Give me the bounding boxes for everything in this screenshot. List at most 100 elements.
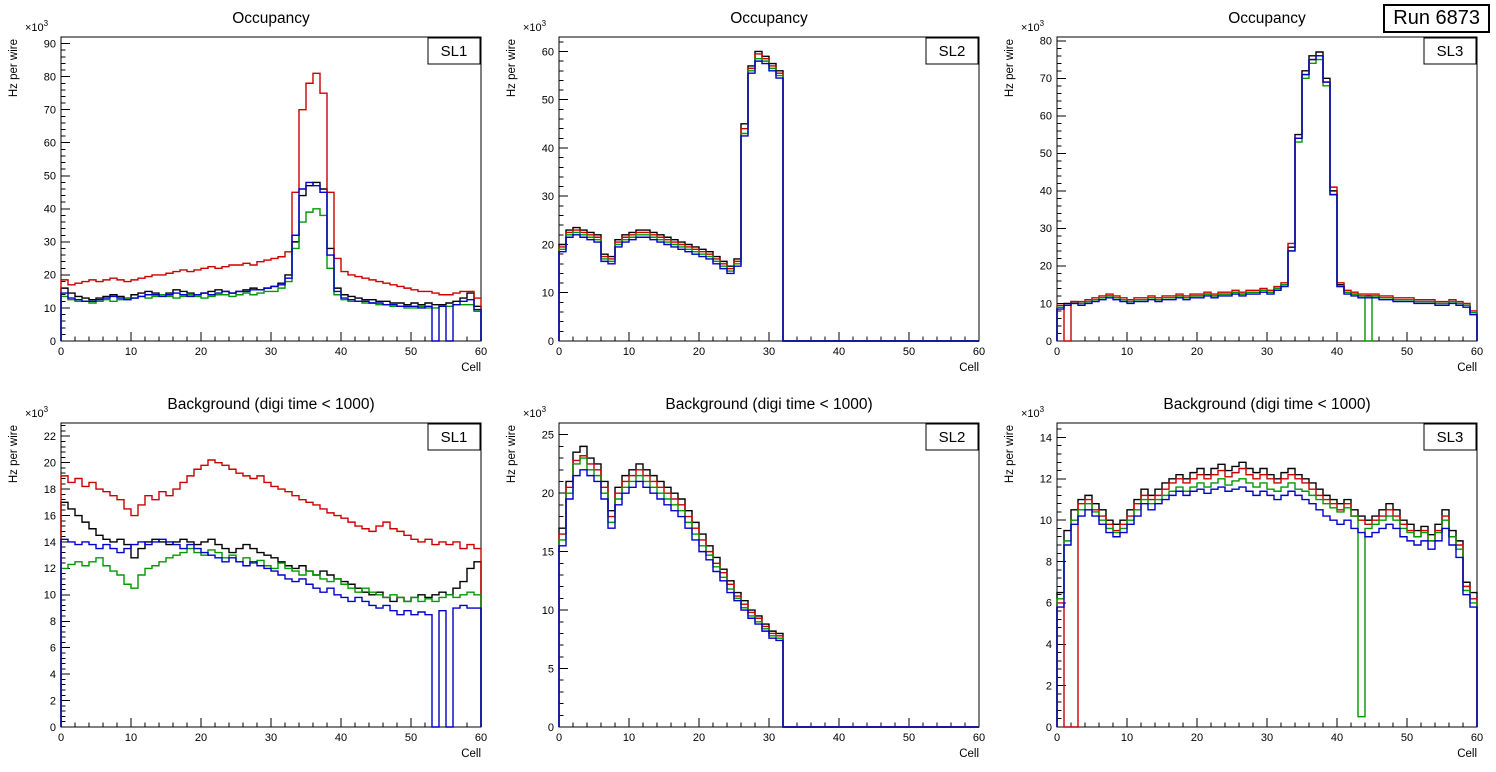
x-tick-label: 40 bbox=[1331, 732, 1343, 744]
panel-label: SL3 bbox=[1437, 429, 1464, 446]
y-tick-label: 30 bbox=[44, 237, 56, 249]
y-axis-multiplier: ×103 bbox=[1021, 19, 1045, 34]
y-axis-title: Hz per wire bbox=[8, 425, 20, 483]
series-red-line bbox=[558, 53, 979, 342]
y-tick-label: 20 bbox=[1040, 261, 1052, 273]
y-axis-title: Hz per wire bbox=[506, 425, 518, 483]
y-tick-label: 15 bbox=[542, 546, 554, 558]
panel-label-box bbox=[1423, 423, 1477, 451]
y-axis-multiplier: ×103 bbox=[523, 19, 547, 34]
x-tick-label: 40 bbox=[833, 732, 845, 744]
y-tick-label: 70 bbox=[1040, 73, 1052, 85]
panel-occupancy-sl2: Occupancy 0 10 20 30 40 50 60 0 10 20 30 40 50 60 ×103 H… bbox=[498, 0, 996, 386]
x-tick-label: 60 bbox=[475, 346, 487, 358]
y-tick-label: 8 bbox=[1046, 556, 1052, 568]
series-black-line bbox=[1056, 461, 1478, 727]
x-tick-label: 20 bbox=[1191, 346, 1203, 358]
panel-background-sl1: Background (digi time < 1000) 0 2 4 6 8 10 12 14… bbox=[0, 386, 498, 772]
panel-title: Background (digi time < 1000) bbox=[1163, 396, 1370, 413]
x-tick-label: 50 bbox=[1401, 732, 1413, 744]
x-tick-label: 60 bbox=[475, 732, 487, 744]
x-tick-label: 40 bbox=[833, 346, 845, 358]
x-tick-label: 10 bbox=[125, 732, 137, 744]
panel-label-box bbox=[427, 37, 481, 65]
plot-frame bbox=[60, 36, 482, 342]
x-tick-label: 20 bbox=[693, 346, 705, 358]
y-tick-label: 30 bbox=[1040, 223, 1052, 235]
y-tick-label: 70 bbox=[44, 104, 56, 116]
chart-occupancy-sl3: Occupancy 0 10 20 30 40 50 60 70 80 0 10 20 30 40 50 60 ×… bbox=[1004, 10, 1483, 374]
y-axis-multiplier: ×103 bbox=[25, 19, 49, 34]
x-tick-label: 30 bbox=[763, 346, 775, 358]
x-tick-label: 0 bbox=[1054, 732, 1060, 744]
panel-label: SL1 bbox=[441, 43, 468, 60]
x-tick-label: 10 bbox=[1121, 346, 1133, 358]
x-tick-label: 40 bbox=[335, 346, 347, 358]
series-red-line bbox=[60, 72, 482, 341]
y-tick-label: 80 bbox=[1040, 36, 1052, 48]
panel-title: Occupancy bbox=[232, 10, 310, 27]
x-tick-label: 20 bbox=[1191, 732, 1203, 744]
y-tick-label: 4 bbox=[50, 669, 56, 681]
chart-background-sl1: Background (digi time < 1000) 0 2 4 6 8 10 12 14… bbox=[8, 396, 487, 760]
x-axis-title: Cell bbox=[1457, 748, 1477, 760]
panel-occupancy-sl3: Occupancy 0 10 20 30 40 50 60 70 80 0 10 20 30 40 50 60 ×… bbox=[996, 0, 1494, 386]
plot-frame bbox=[558, 422, 980, 728]
y-tick-label: 10 bbox=[542, 605, 554, 617]
panel-background-sl2: Background (digi time < 1000) 0 5 10 15 20 25 0… bbox=[498, 386, 996, 772]
y-tick-label: 2 bbox=[50, 695, 56, 707]
x-tick-label: 30 bbox=[265, 732, 277, 744]
y-tick-label: 0 bbox=[50, 336, 56, 348]
y-tick-label: 50 bbox=[44, 171, 56, 183]
x-tick-label: 30 bbox=[1261, 346, 1273, 358]
y-tick-label: 12 bbox=[1040, 474, 1052, 486]
x-tick-label: 20 bbox=[195, 346, 207, 358]
y-tick-label: 18 bbox=[44, 484, 56, 496]
y-tick-label: 80 bbox=[44, 71, 56, 83]
y-axis-multiplier: ×103 bbox=[1021, 405, 1045, 420]
x-axis-title: Cell bbox=[1457, 362, 1477, 374]
y-axis-title: Hz per wire bbox=[8, 39, 20, 97]
y-tick-label: 8 bbox=[50, 616, 56, 628]
panel-title: Occupancy bbox=[730, 10, 808, 27]
y-tick-label: 5 bbox=[548, 663, 554, 675]
x-axis-title: Cell bbox=[959, 748, 979, 760]
y-tick-label: 60 bbox=[1040, 111, 1052, 123]
y-tick-label: 50 bbox=[1040, 148, 1052, 160]
y-tick-label: 0 bbox=[1046, 722, 1052, 734]
x-axis-title: Cell bbox=[959, 362, 979, 374]
y-axis-title: Hz per wire bbox=[1004, 425, 1016, 483]
panel-label-box bbox=[925, 423, 979, 451]
x-tick-label: 0 bbox=[556, 346, 562, 358]
x-tick-label: 60 bbox=[1471, 732, 1483, 744]
y-axis-multiplier: ×103 bbox=[523, 405, 547, 420]
chart-background-sl2: Background (digi time < 1000) 0 5 10 15 20 25 0… bbox=[506, 396, 985, 760]
series-red-line bbox=[60, 459, 482, 727]
y-tick-label: 10 bbox=[542, 288, 554, 300]
panel-background-sl3: Background (digi time < 1000) 0 2 4 6 8 10 12 14… bbox=[996, 386, 1494, 772]
series-green-line bbox=[558, 58, 979, 342]
x-tick-label: 10 bbox=[623, 732, 635, 744]
series-black-line bbox=[60, 181, 482, 341]
y-tick-label: 25 bbox=[542, 429, 554, 441]
y-tick-label: 20 bbox=[542, 488, 554, 500]
series-blue-line bbox=[558, 60, 979, 342]
y-tick-label: 10 bbox=[1040, 298, 1052, 310]
x-axis-title: Cell bbox=[461, 362, 481, 374]
x-tick-label: 10 bbox=[623, 346, 635, 358]
series-blue-line bbox=[1056, 486, 1478, 727]
y-tick-label: 0 bbox=[1046, 336, 1052, 348]
y-tick-label: 40 bbox=[1040, 186, 1052, 198]
x-tick-label: 0 bbox=[58, 732, 64, 744]
series-blue-line bbox=[558, 469, 979, 728]
y-tick-label: 6 bbox=[1046, 598, 1052, 610]
series-green-line bbox=[60, 208, 482, 341]
x-tick-label: 50 bbox=[903, 346, 915, 358]
y-tick-label: 50 bbox=[542, 95, 554, 107]
series-blue-line bbox=[1056, 55, 1478, 341]
panel-title: Background (digi time < 1000) bbox=[665, 396, 872, 413]
y-tick-label: 20 bbox=[542, 239, 554, 251]
series-blue-line bbox=[60, 181, 482, 342]
